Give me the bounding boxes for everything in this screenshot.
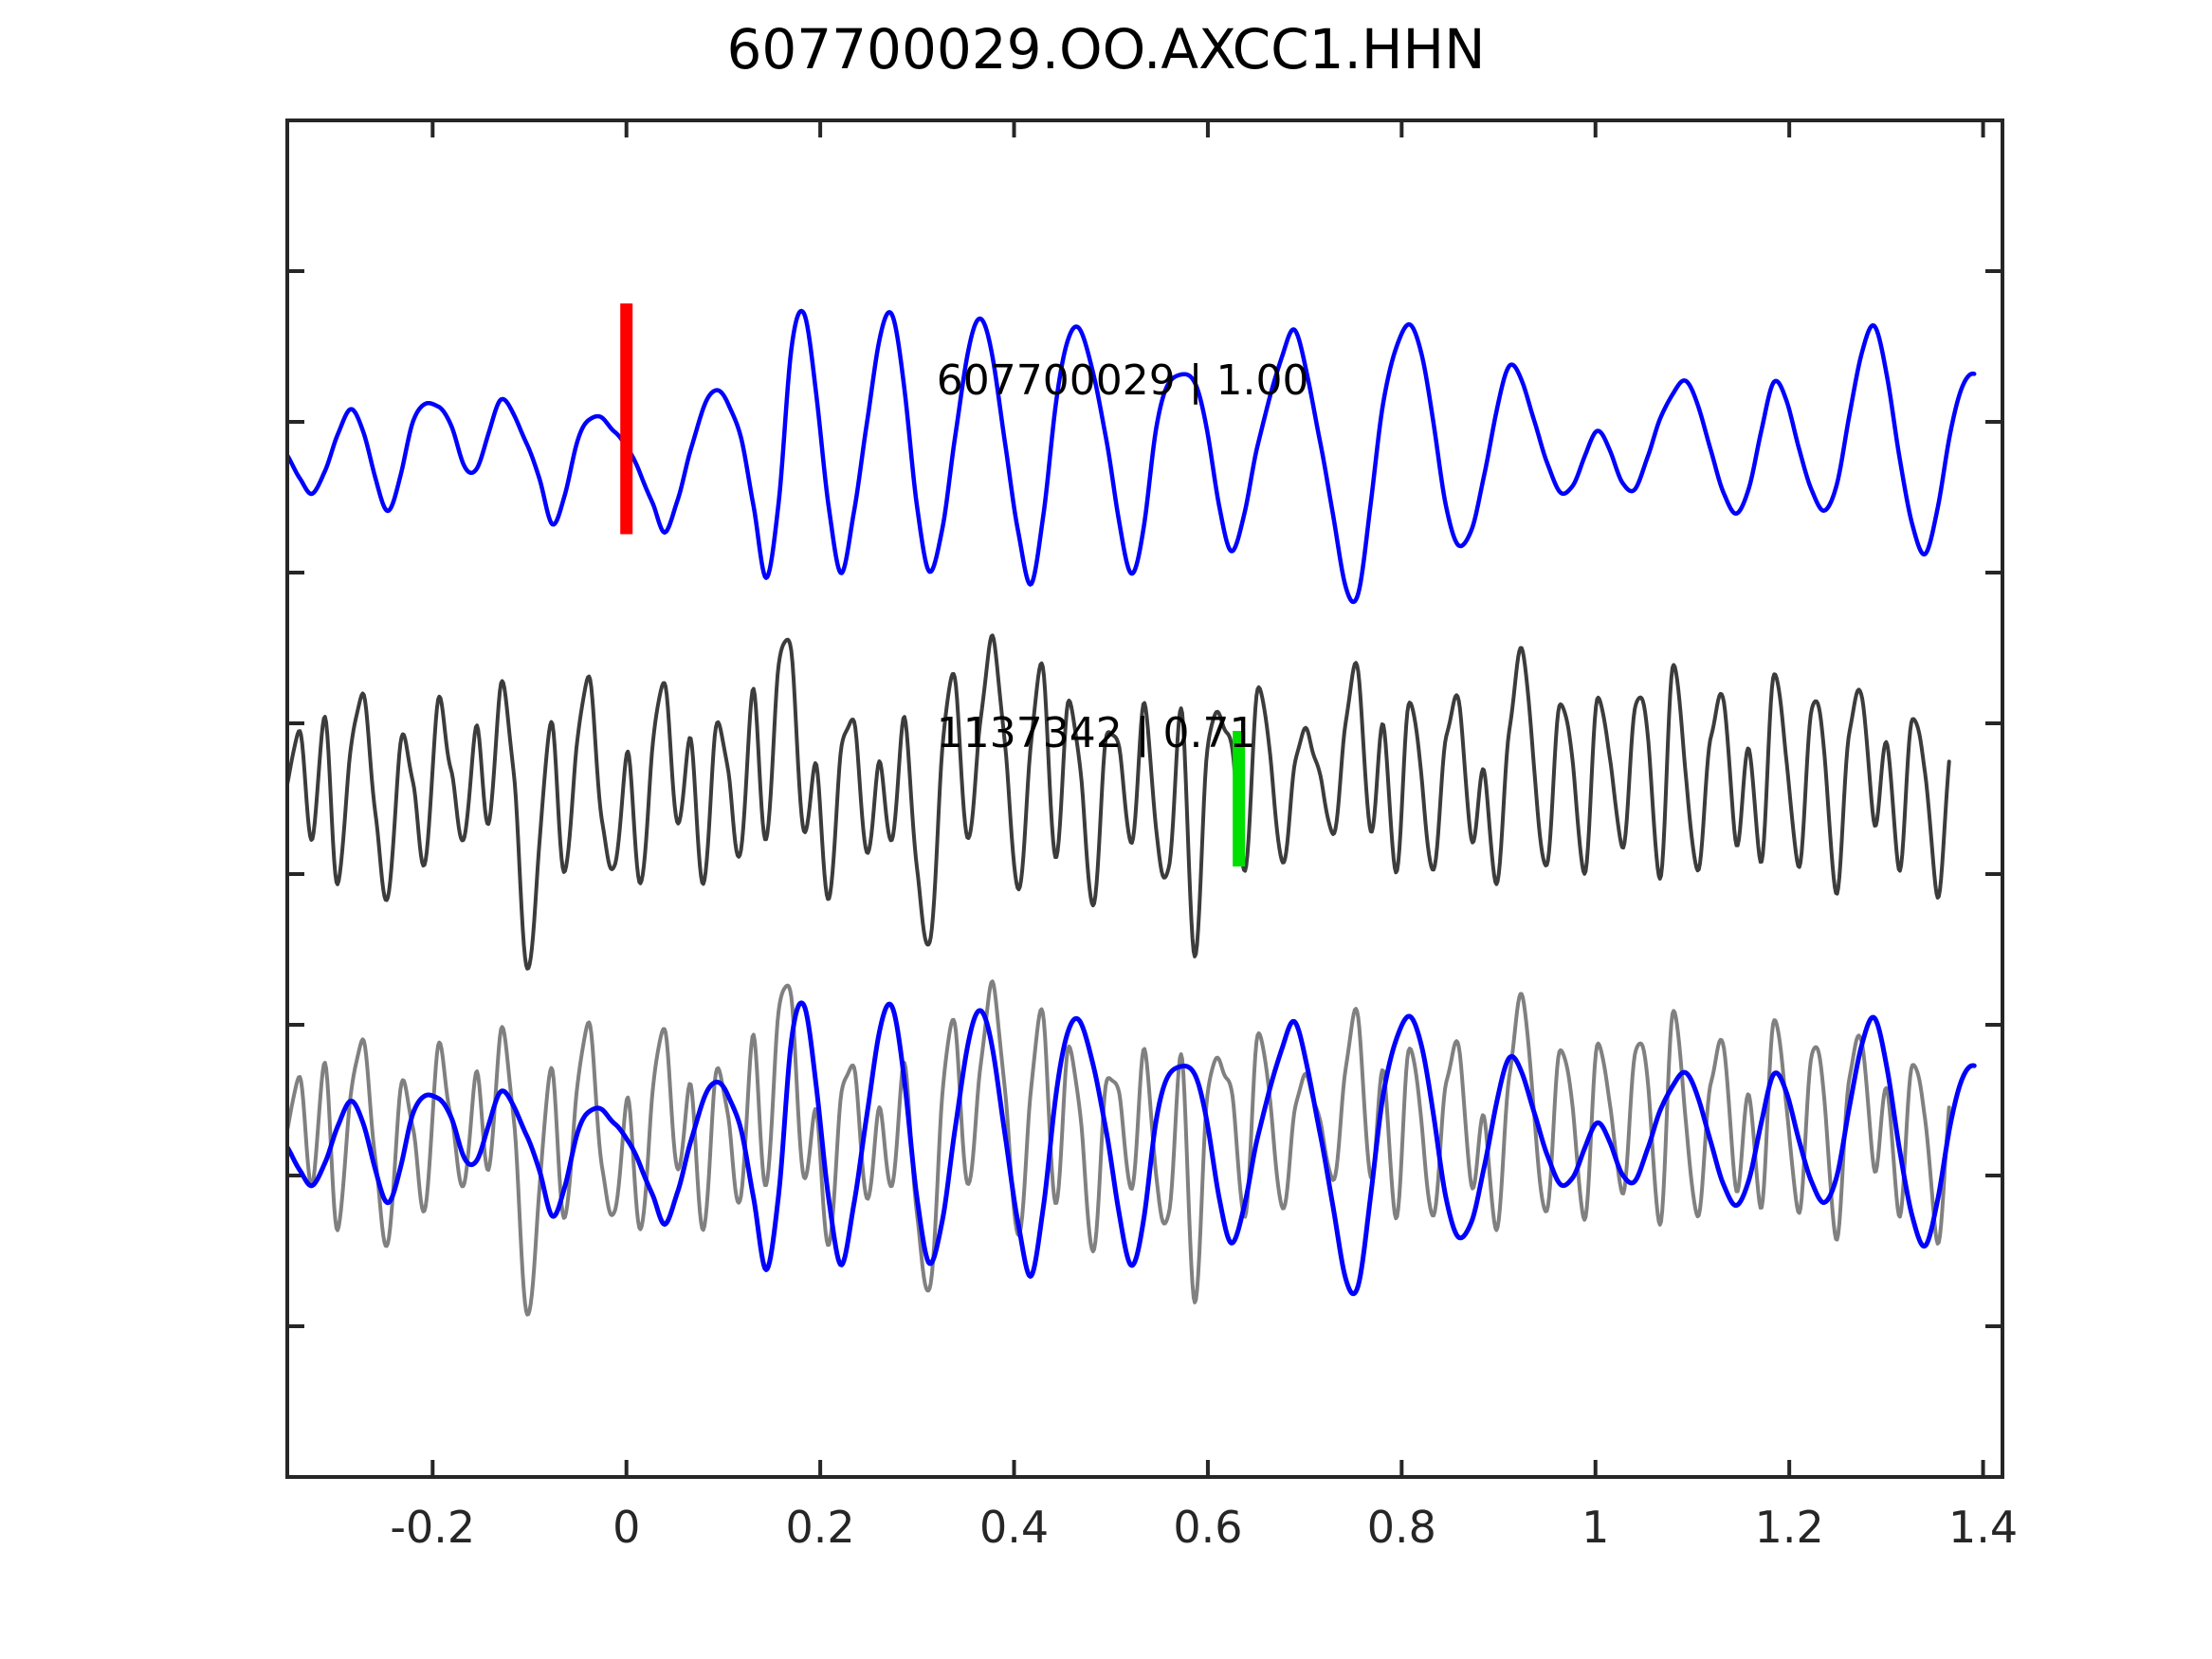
pick-markers xyxy=(620,303,1246,867)
trace-detection xyxy=(289,633,1951,971)
x-tick-label-0: -0.2 xyxy=(390,1502,476,1553)
trace-overlay-detection xyxy=(289,979,1951,1317)
x-tick-label-4: 0.6 xyxy=(1173,1502,1243,1553)
trace-template xyxy=(289,308,1977,605)
waveform-traces xyxy=(289,308,1977,1317)
x-tick-label-8: 1.4 xyxy=(1947,1502,2019,1553)
axes-frame xyxy=(285,118,2004,1479)
trace-label-template: 607700029 | 1.00 xyxy=(936,356,1309,406)
axes-frame-rect xyxy=(285,118,2004,1479)
trace-label-detection: 1137342 | 0.71 xyxy=(936,709,1256,758)
trace-overlay-template xyxy=(289,1000,1977,1297)
x-tick-label-7: 1.2 xyxy=(1754,1502,1824,1553)
x-tick-label-2: 0.2 xyxy=(785,1502,855,1553)
x-tick-label-1: 0 xyxy=(612,1502,641,1553)
x-tick-label-5: 0.8 xyxy=(1366,1502,1436,1553)
x-tick-label-6: 1 xyxy=(1581,1502,1610,1553)
x-tick-label-3: 0.4 xyxy=(978,1502,1050,1553)
axis-ticks xyxy=(287,120,2002,1477)
page-title: 607700029.OO.AXCC1.HHN xyxy=(726,17,1486,82)
